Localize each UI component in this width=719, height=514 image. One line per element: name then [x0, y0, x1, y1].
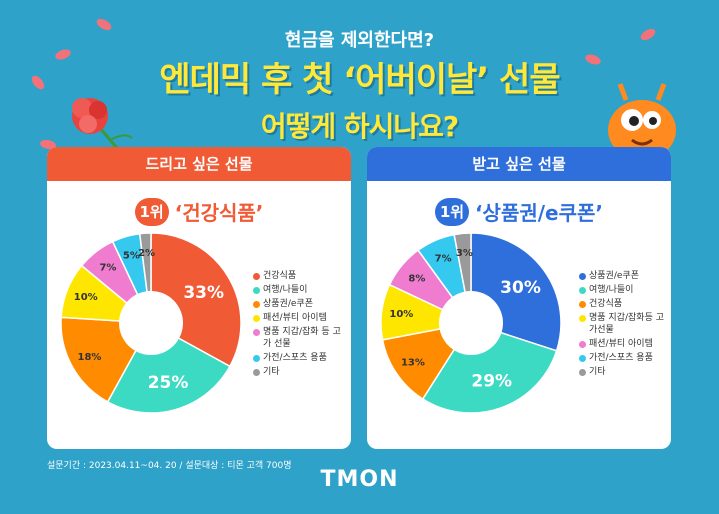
legend-label: 패션/뷰티 아이템 [263, 313, 327, 323]
carnation-illustration [72, 98, 133, 155]
give-gift-card: 드리고 싶은 선물 1위 ‘건강식품’ 33% 25% 18% 10% 7% 5% 2% 건강… [47, 147, 351, 449]
legend-swatch [253, 329, 260, 336]
receive-rank: 1위 ‘상품권/e쿠폰’ [367, 197, 671, 226]
mascot-illustration [608, 83, 676, 160]
legend-label: 여행/나들이 [589, 285, 634, 295]
legend-swatch [579, 287, 586, 294]
legend-swatch [253, 273, 260, 280]
pie-slice-label: 8% [408, 273, 425, 284]
legend-item: 패션/뷰티 아이템 [579, 338, 671, 350]
legend-label: 기타 [263, 367, 280, 377]
pie-slice-label: 18% [78, 352, 102, 363]
legend-label: 기타 [589, 367, 606, 377]
legend-swatch [579, 369, 586, 376]
legend-swatch [579, 355, 586, 362]
legend-item: 여행/나들이 [253, 284, 345, 296]
title-line-1: 현금을 제외한다면? [284, 30, 435, 51]
pie-slice-label: 33% [183, 283, 224, 303]
pie-slice-label: 25% [148, 373, 189, 393]
pie-slice-label: 2% [138, 248, 155, 259]
give-pie-chart: 33% 25% 18% 10% 7% 5%2% [60, 232, 242, 414]
pie-slice-label: 7% [435, 254, 452, 265]
receive-pie-chart: 30% 29% 13% 10% 8% 7% 3% [380, 232, 562, 414]
legend-label: 상품권/e쿠폰 [263, 299, 313, 309]
receive-gift-card: 받고 싶은 선물 1위 ‘상품권/e쿠폰’ 30% 29% 13% 10% 8% 7% 3% … [367, 147, 671, 449]
legend-item: 패션/뷰티 아이템 [253, 312, 345, 324]
legend-item: 여행/나들이 [579, 284, 671, 296]
pie-slice-label: 10% [74, 292, 98, 303]
give-rank-badge: 1위 [134, 197, 169, 226]
donut-hole [439, 291, 503, 355]
legend-swatch [253, 369, 260, 376]
title-line-3: 어떻게 하시나요? [260, 110, 459, 143]
pie-slice-label: 29% [471, 372, 512, 392]
pie-slice-label: 13% [401, 357, 425, 368]
legend-swatch [253, 287, 260, 294]
title-line-2: 엔데믹 후 첫 ‘어버이날’ 선물 [159, 60, 560, 100]
legend-swatch [579, 315, 586, 322]
pie-slice [106, 321, 231, 414]
legend-label: 건강식품 [263, 271, 297, 281]
pie-slice-label: 30% [500, 278, 541, 298]
legend-label: 패션/뷰티 아이템 [589, 339, 653, 349]
legend-item: 기타 [579, 366, 671, 378]
legend-swatch [253, 355, 260, 362]
pie-slice-label: 3% [456, 248, 473, 259]
legend-label: 상품권/e쿠폰 [589, 271, 639, 281]
legend-label: 가전/스포츠 용품 [589, 353, 653, 363]
donut-hole [119, 291, 183, 355]
receive-card-header: 받고 싶은 선물 [367, 147, 671, 181]
legend-item: 가전/스포츠 용품 [579, 352, 671, 364]
legend-item: 명품 지갑/잡화 등 고가 선물 [253, 326, 345, 350]
pie-slice-label: 5% [123, 251, 140, 262]
legend-swatch [253, 301, 260, 308]
legend-label: 가전/스포츠 용품 [263, 353, 327, 363]
legend-item: 건강식품 [579, 298, 671, 310]
legend-item: 가전/스포츠 용품 [253, 352, 345, 364]
legend-label: 건강식품 [589, 299, 623, 309]
give-rank: 1위 ‘건강식품’ [47, 197, 351, 226]
legend-label: 명품 지갑/잡화등 고가선물 [589, 313, 664, 335]
give-card-header: 드리고 싶은 선물 [47, 147, 351, 181]
legend-swatch [579, 301, 586, 308]
pie-slice-label: 7% [99, 263, 116, 274]
legend-swatch [579, 341, 586, 348]
legend-item: 상품권/e쿠폰 [579, 270, 671, 282]
tmon-logo: TMON [320, 467, 399, 492]
receive-rank-text: ‘상품권/e쿠폰’ [474, 201, 604, 225]
legend-swatch [253, 315, 260, 322]
legend-swatch [579, 273, 586, 280]
pie-slice-label: 10% [389, 309, 413, 320]
receive-rank-badge: 1위 [434, 197, 469, 226]
legend-label: 명품 지갑/잡화 등 고가 선물 [263, 327, 341, 349]
pie-slice [421, 322, 558, 414]
legend-item: 기타 [253, 366, 345, 378]
legend-item: 명품 지갑/잡화등 고가선물 [579, 312, 671, 336]
legend-label: 여행/나들이 [263, 285, 308, 295]
legend-item: 건강식품 [253, 270, 345, 282]
give-rank-text: ‘건강식품’ [174, 201, 264, 225]
survey-footnote: 설문기간 : 2023.04.11~04. 20 / 설문대상 : 티몬 고객 … [47, 461, 292, 471]
legend-item: 상품권/e쿠폰 [253, 298, 345, 310]
